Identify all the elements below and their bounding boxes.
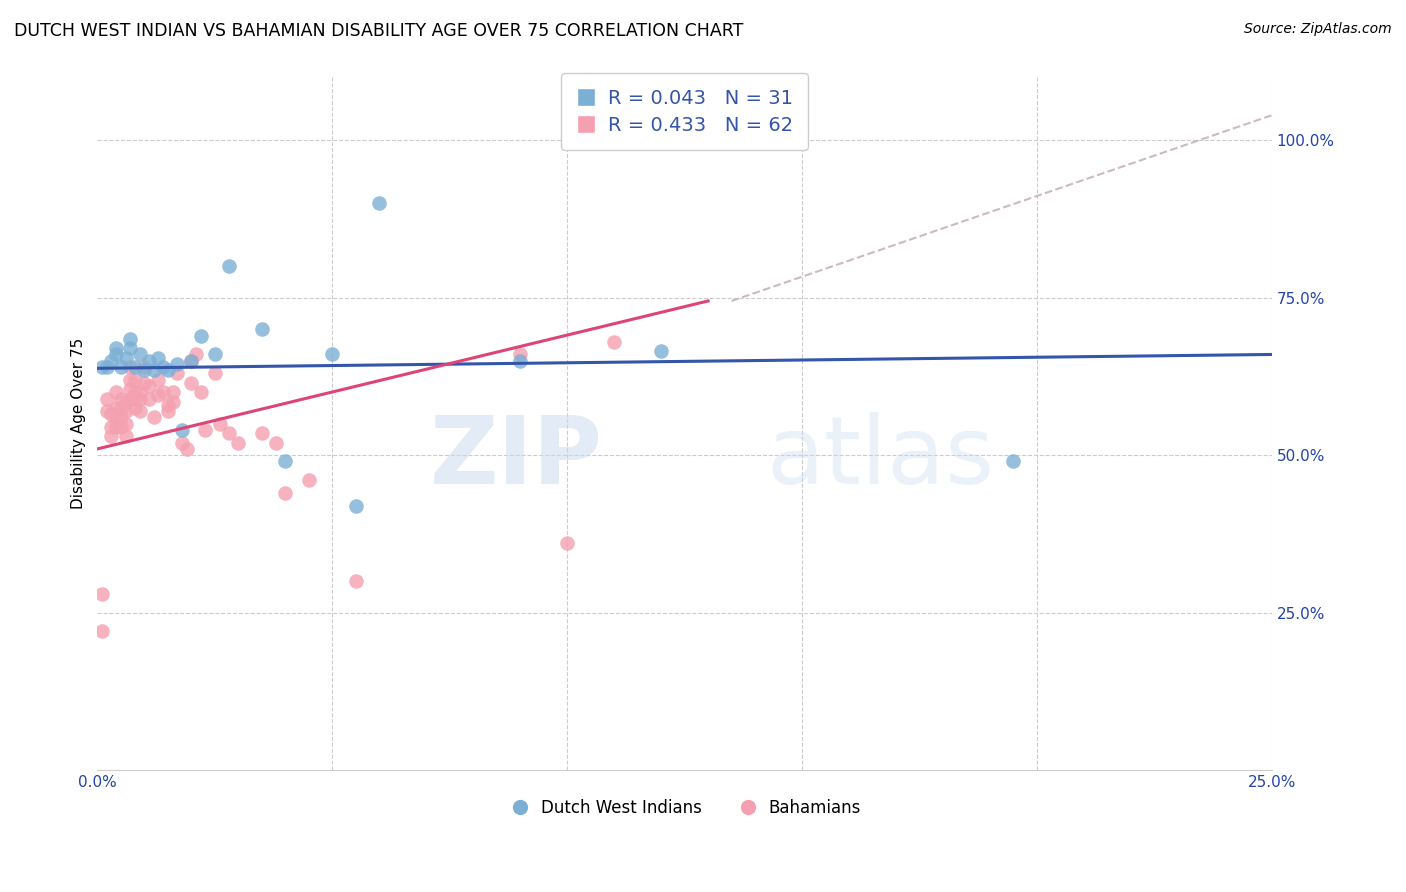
Point xyxy=(105,385,128,400)
Point xyxy=(120,392,142,406)
Point xyxy=(128,385,150,400)
Point xyxy=(204,347,226,361)
Point xyxy=(194,423,217,437)
Y-axis label: Disability Age Over 75: Disability Age Over 75 xyxy=(72,338,86,509)
Point xyxy=(110,392,132,406)
Point xyxy=(134,359,156,374)
Point xyxy=(96,359,118,374)
Point xyxy=(184,347,207,361)
Point xyxy=(180,353,202,368)
Point xyxy=(134,363,156,377)
Point xyxy=(138,392,160,406)
Point xyxy=(148,373,170,387)
Point xyxy=(91,624,114,639)
Point xyxy=(152,359,174,374)
Point xyxy=(603,334,626,349)
Point xyxy=(156,404,179,418)
Point xyxy=(274,454,297,468)
Point xyxy=(124,359,146,374)
Point xyxy=(124,392,146,406)
Point xyxy=(298,474,321,488)
Point xyxy=(148,351,170,365)
Point xyxy=(105,347,128,361)
Point xyxy=(100,420,122,434)
Point xyxy=(180,353,202,368)
Point xyxy=(250,426,273,441)
Point xyxy=(110,420,132,434)
Point xyxy=(114,429,136,443)
Point xyxy=(218,426,240,441)
Point xyxy=(120,373,142,387)
Point xyxy=(264,435,287,450)
Legend: Dutch West Indians, Bahamians: Dutch West Indians, Bahamians xyxy=(502,793,868,824)
Point xyxy=(96,404,118,418)
Point xyxy=(138,379,160,393)
Point xyxy=(156,363,179,377)
Point xyxy=(176,442,198,456)
Point xyxy=(105,420,128,434)
Point xyxy=(344,499,367,513)
Point xyxy=(226,435,249,450)
Point xyxy=(344,574,367,588)
Point xyxy=(152,385,174,400)
Point xyxy=(100,407,122,421)
Point xyxy=(218,260,240,274)
Point xyxy=(142,363,165,377)
Point xyxy=(110,401,132,415)
Point xyxy=(120,359,142,374)
Point xyxy=(105,401,128,415)
Point xyxy=(170,435,193,450)
Text: ZIP: ZIP xyxy=(429,412,602,504)
Point xyxy=(180,376,202,390)
Point xyxy=(114,404,136,418)
Point xyxy=(114,394,136,409)
Text: atlas: atlas xyxy=(766,412,995,504)
Point xyxy=(110,359,132,374)
Point xyxy=(124,373,146,387)
Point xyxy=(134,376,156,390)
Point xyxy=(650,344,672,359)
Point xyxy=(124,401,146,415)
Point xyxy=(509,353,531,368)
Point xyxy=(321,347,343,361)
Point xyxy=(100,353,122,368)
Point xyxy=(128,392,150,406)
Point xyxy=(124,385,146,400)
Point xyxy=(128,404,150,418)
Point xyxy=(190,385,212,400)
Point xyxy=(1002,454,1025,468)
Point xyxy=(120,332,142,346)
Point xyxy=(128,347,150,361)
Point xyxy=(162,394,184,409)
Point xyxy=(114,417,136,431)
Point xyxy=(105,341,128,355)
Point xyxy=(120,382,142,396)
Point xyxy=(204,367,226,381)
Point xyxy=(96,392,118,406)
Point xyxy=(208,417,231,431)
Point xyxy=(166,357,188,371)
Point xyxy=(509,347,531,361)
Point xyxy=(91,587,114,601)
Text: Source: ZipAtlas.com: Source: ZipAtlas.com xyxy=(1244,22,1392,37)
Point xyxy=(110,410,132,425)
Point xyxy=(368,196,391,211)
Point xyxy=(170,423,193,437)
Point xyxy=(138,353,160,368)
Point xyxy=(190,328,212,343)
Point xyxy=(114,351,136,365)
Point xyxy=(142,410,165,425)
Point xyxy=(148,388,170,402)
Point xyxy=(166,367,188,381)
Point xyxy=(156,398,179,412)
Point xyxy=(91,359,114,374)
Point xyxy=(250,322,273,336)
Point xyxy=(162,385,184,400)
Text: DUTCH WEST INDIAN VS BAHAMIAN DISABILITY AGE OVER 75 CORRELATION CHART: DUTCH WEST INDIAN VS BAHAMIAN DISABILITY… xyxy=(14,22,744,40)
Point xyxy=(100,429,122,443)
Point xyxy=(555,536,578,550)
Point xyxy=(274,486,297,500)
Point xyxy=(105,413,128,427)
Point xyxy=(120,341,142,355)
